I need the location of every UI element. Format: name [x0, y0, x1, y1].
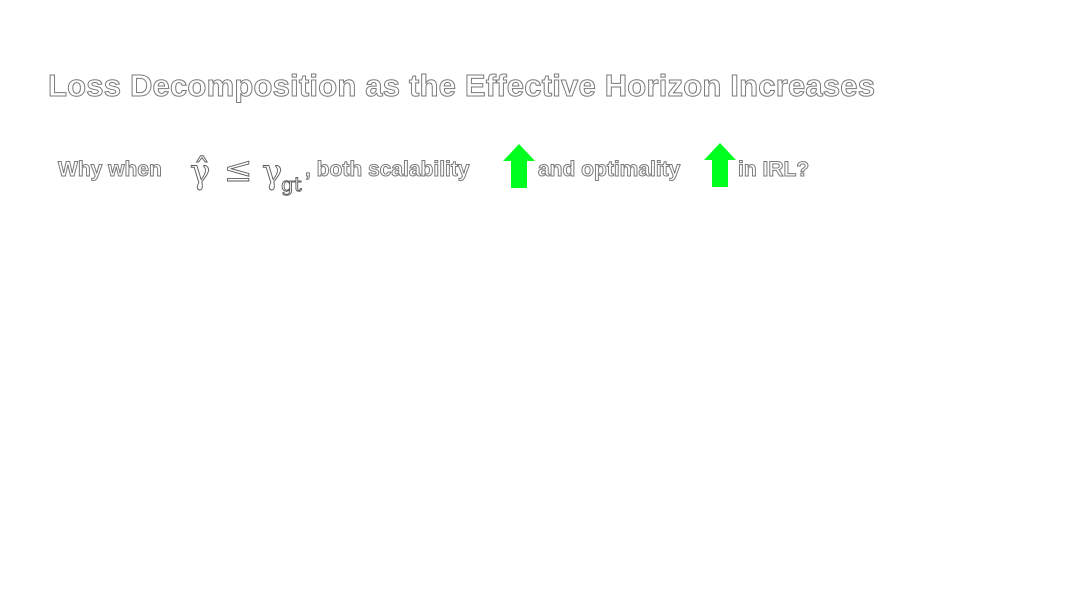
- question-and: and optimality: [537, 158, 681, 182]
- question-prefix: Why when: [58, 158, 163, 182]
- math-gamma-hat: γ̂: [190, 152, 211, 193]
- math-gamma-subscript: gt: [281, 172, 303, 197]
- up-arrow-icon: [503, 144, 535, 188]
- math-leq: ≤: [224, 150, 253, 191]
- question-mid: , both scalability: [305, 158, 471, 182]
- slide-title: Loss Decomposition as the Effective Hori…: [47, 68, 876, 104]
- question-suffix: in IRL?: [737, 158, 810, 182]
- math-gamma: γ: [262, 152, 283, 193]
- up-arrow-icon: [704, 143, 736, 187]
